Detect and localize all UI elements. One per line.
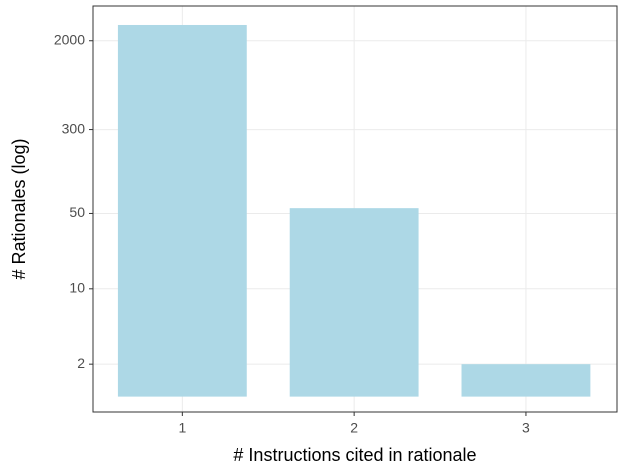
y-tick-label: 50 [69, 204, 85, 220]
panel-border [92, 5, 618, 413]
marks [117, 24, 591, 397]
x-axis-title: # Instructions cited in rationale [233, 445, 476, 465]
x-tick-label: 1 [178, 420, 186, 436]
y-tick-label: 300 [62, 120, 86, 136]
bar [461, 364, 591, 397]
y-tick-label: 2 [77, 355, 85, 371]
y-axis-title: # Rationales (log) [9, 138, 29, 279]
bar [117, 24, 247, 397]
y-tick-label: 10 [69, 280, 85, 296]
x-tick-label: 3 [522, 420, 530, 436]
y-tick-label: 2000 [54, 31, 85, 47]
x-tick-label: 2 [350, 420, 358, 436]
bar [289, 208, 419, 397]
